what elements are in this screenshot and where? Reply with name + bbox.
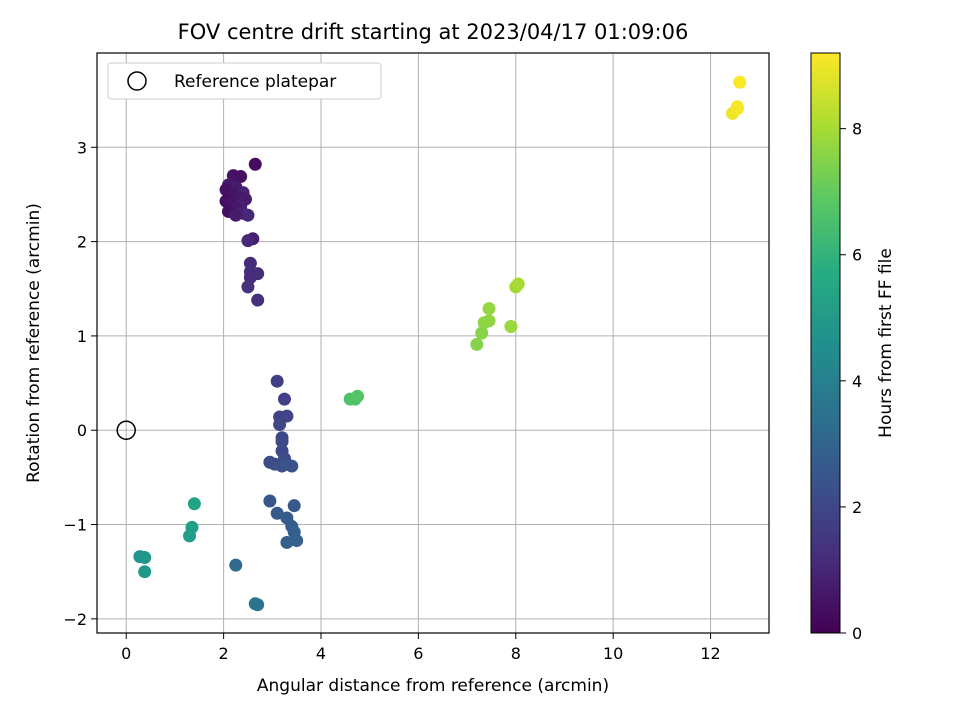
data-point	[229, 208, 243, 222]
data-point	[511, 277, 525, 291]
x-tick-label: 6	[413, 644, 423, 663]
data-points	[133, 75, 747, 612]
x-tick-label: 12	[700, 644, 720, 663]
data-point	[470, 337, 484, 351]
x-axis-label: Angular distance from reference (arcmin)	[257, 676, 609, 696]
y-tick-label: 1	[77, 327, 87, 346]
x-tick-label: 10	[603, 644, 623, 663]
y-tick-label: 0	[77, 421, 87, 440]
data-point	[229, 558, 243, 572]
data-point	[290, 534, 304, 548]
data-point	[241, 280, 255, 294]
data-point	[248, 157, 262, 171]
data-point	[263, 494, 277, 508]
data-point	[270, 506, 284, 520]
colorbar-gradient	[810, 52, 841, 634]
data-point	[241, 234, 255, 248]
plot-area	[96, 52, 770, 634]
data-point	[275, 435, 289, 449]
data-point	[285, 459, 299, 473]
data-point	[287, 499, 301, 513]
y-tick-label: −1	[63, 516, 87, 535]
legend: Reference platepar	[107, 62, 382, 100]
data-point	[241, 208, 255, 222]
chart-title: FOV centre drift starting at 2023/04/17 …	[178, 20, 689, 44]
y-axis-ticks: −2 −1 0 1 2 3	[63, 138, 97, 629]
colorbar-tick-label: 8	[852, 120, 862, 139]
colorbar-tick-label: 4	[852, 372, 862, 391]
colorbar-tick-label: 0	[852, 624, 862, 643]
data-point	[730, 100, 744, 114]
data-point	[280, 535, 294, 549]
x-tick-label: 4	[316, 644, 326, 663]
legend-marker	[127, 71, 147, 91]
reference-platepar-marker	[116, 420, 136, 440]
data-point	[138, 565, 152, 579]
data-point	[504, 319, 518, 333]
data-point	[280, 409, 294, 423]
plot-frame	[96, 52, 770, 634]
colorbar-label: Hours from first FF file	[876, 248, 896, 438]
colorbar-tick-label: 2	[852, 498, 862, 517]
data-point	[475, 326, 489, 340]
y-tick-label: −2	[63, 610, 87, 629]
y-tick-label: 3	[77, 138, 87, 157]
data-point	[138, 551, 152, 565]
data-point	[733, 75, 747, 89]
grid-lines	[97, 53, 769, 633]
x-tick-label: 0	[121, 644, 131, 663]
data-point	[234, 170, 248, 184]
data-point	[482, 302, 496, 316]
y-tick-label: 2	[77, 233, 87, 252]
x-axis-ticks: 0 2 4 6 8 10 12	[121, 633, 721, 663]
data-point	[251, 267, 265, 281]
data-point	[251, 293, 265, 307]
y-axis-label: Rotation from reference (arcmin)	[24, 203, 44, 483]
legend-label: Reference platepar	[174, 72, 336, 92]
data-point	[187, 497, 201, 511]
data-point	[482, 314, 496, 328]
data-point	[251, 598, 265, 612]
legend-box	[107, 62, 382, 100]
x-tick-label: 8	[511, 644, 521, 663]
data-point	[185, 520, 199, 534]
data-point	[277, 392, 291, 406]
colorbar: 0 2 4 6 8 Hours from first FF file	[810, 52, 896, 643]
data-point	[351, 389, 365, 403]
colorbar-ticks: 0 2 4 6 8	[840, 120, 862, 643]
colorbar-tick-label: 6	[852, 246, 862, 265]
x-tick-label: 2	[219, 644, 229, 663]
plot-background	[97, 53, 769, 633]
data-point	[270, 374, 284, 388]
data-point	[273, 418, 287, 432]
